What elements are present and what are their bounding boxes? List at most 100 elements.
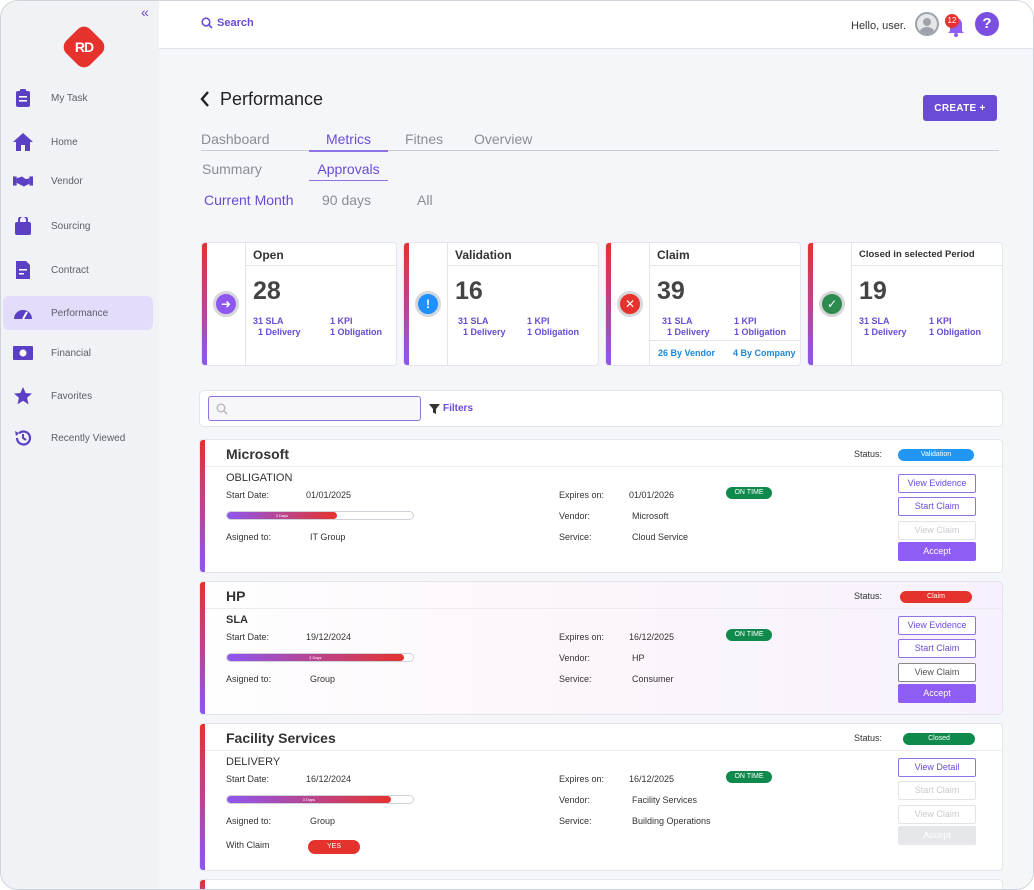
create-button[interactable]: CREATE + [923,95,997,121]
service-value: Building Operations [632,816,711,826]
item-card-hp[interactable]: HP Status: Claim SLA Start Date: 19/12/2… [199,581,1003,715]
view-claim-button[interactable]: View Claim [898,663,976,682]
arrow-right-icon: ➜ [213,291,239,317]
status-badge: Validation [898,449,974,461]
sidebar-item-performance[interactable]: Performance [3,296,153,330]
start-claim-button[interactable]: Start Claim [898,497,976,516]
card-type: SLA [226,614,248,626]
avatar[interactable] [915,12,939,36]
progress-fill: 3 Days [227,512,337,519]
view-detail-button[interactable]: View Detail [898,758,976,777]
stat-card-claim[interactable]: ✕ Claim 39 31 SLA 1 Delivery 1 KPI 1 Obl… [605,242,801,366]
stat-value: 19 [859,277,887,305]
sidebar-item-sourcing[interactable]: Sourcing [3,209,153,243]
status-label: Status: [854,733,883,743]
filters-label: Filters [443,403,474,414]
sidebar-item-home[interactable]: Home [3,125,153,159]
sidebar-item-favorites[interactable]: Favorites [3,379,153,413]
expires-label: Expires on: [559,632,605,642]
start-claim-button[interactable]: Start Claim [898,639,976,658]
expires-value: 01/01/2026 [629,490,675,500]
stat-sla: 31 SLA [859,316,890,326]
service-value: Cloud Service [632,532,689,542]
back-arrow-icon[interactable] [199,91,211,107]
vendor-value: Microsoft [632,511,669,521]
view-claim-button[interactable]: View Claim [898,805,976,824]
tab-dashboard[interactable]: Dashboard [201,131,270,147]
accept-button[interactable]: Accept [898,542,976,561]
stat-value: 39 [657,277,685,305]
tab-current-month[interactable]: Current Month [204,192,294,208]
tab-fitnes[interactable]: Fitnes [405,131,444,147]
sidebar-item-label: Performance [51,307,109,319]
stat-delivery: 1 Delivery [864,327,907,337]
accent-bar [200,724,205,870]
expires-label: Expires on: [559,774,605,784]
card-title: Facility Services [226,730,336,746]
assigned-value: Group [310,674,336,684]
help-button[interactable]: ? [975,12,999,36]
tab-metrics[interactable]: Metrics [309,131,388,152]
status-badge: Closed [903,733,975,745]
stat-obligation: 1 Obligation [330,327,383,337]
main-content: Performance CREATE + Dashboard Metrics F… [159,49,1033,889]
tab-summary[interactable]: Summary [202,161,262,177]
search-icon [201,17,213,29]
sidebar-item-vendor[interactable]: Vendor [3,164,153,198]
stat-by-vendor[interactable]: 26 By Vendor [658,348,716,358]
tab-all[interactable]: All [417,192,433,208]
stat-title: Open [246,243,396,266]
stat-sla: 31 SLA [662,316,693,326]
service-label: Service: [559,674,592,684]
stat-card-closed[interactable]: ✓ Closed in selected Period 19 31 SLA 1 … [807,242,1003,366]
start-claim-button[interactable]: Start Claim [898,781,976,800]
stat-by-company[interactable]: 4 By Company [733,348,796,358]
sidebar-item-contract[interactable]: Contract [3,253,153,287]
notification-badge: 12 [945,14,959,28]
accept-button[interactable]: Accept [898,826,976,845]
start-date-label: Start Date: [226,774,270,784]
sidebar-item-recently-viewed[interactable]: Recently Viewed [3,421,153,455]
tab-approvals[interactable]: Approvals [309,161,388,181]
accent-bar [200,440,205,572]
card-type: OBLIGATION [226,472,293,484]
item-card-next[interactable] [199,879,1003,889]
item-card-microsoft[interactable]: Microsoft Status: Validation OBLIGATION … [199,439,1003,573]
search-input[interactable] [208,396,421,421]
assigned-label: Asigned to: [226,532,272,542]
stat-value: 16 [455,277,483,305]
assigned-label: Asigned to: [226,816,272,826]
tab-overview[interactable]: Overview [474,131,533,147]
stat-card-validation[interactable]: ! Validation 16 31 SLA 1 Delivery 1 KPI … [403,242,599,366]
card-title: HP [226,588,246,604]
filters-button[interactable]: Filters [429,403,473,414]
accept-button[interactable]: Accept [898,684,976,703]
stat-value: 28 [253,277,281,305]
progress-bar: 3 Days [226,653,414,662]
stat-sla: 31 SLA [253,316,284,326]
check-icon: ✓ [819,291,845,317]
view-evidence-button[interactable]: View Evidence [898,616,976,635]
search-button[interactable]: Search [201,17,254,29]
gauge-icon [13,303,33,323]
sidebar-item-my-task[interactable]: My Task [3,81,153,115]
collapse-sidebar-icon[interactable]: « [141,4,149,20]
stat-kpi: 1 KPI [527,316,550,326]
main-tabs: Dashboard Metrics Fitnes Overview [201,131,999,152]
stat-card-open[interactable]: ➜ Open 28 31 SLA 1 Delivery 1 KPI 1 Obli… [201,242,397,366]
clipboard-icon [13,88,33,108]
search-icon [216,403,228,415]
status-badge: Claim [900,591,972,603]
handshake-icon [13,171,33,191]
sidebar-item-financial[interactable]: Financial [3,336,153,370]
view-claim-button[interactable]: View Claim [898,521,976,540]
tab-90-days[interactable]: 90 days [322,192,372,208]
progress-fill: 3 Days [227,654,404,661]
view-evidence-button[interactable]: View Evidence [898,474,976,493]
stat-obligation: 1 Obligation [527,327,580,337]
item-card-facility-services[interactable]: Facility Services Status: Closed DELIVER… [199,723,1003,871]
stat-sla: 31 SLA [458,316,489,326]
sidebar-item-label: Vendor [51,175,83,187]
stat-title: Closed in selected Period [852,243,1002,266]
